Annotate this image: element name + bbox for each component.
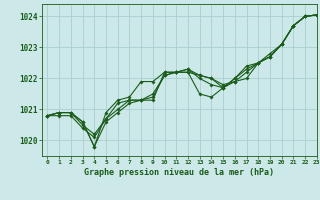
X-axis label: Graphe pression niveau de la mer (hPa): Graphe pression niveau de la mer (hPa) <box>84 168 274 177</box>
